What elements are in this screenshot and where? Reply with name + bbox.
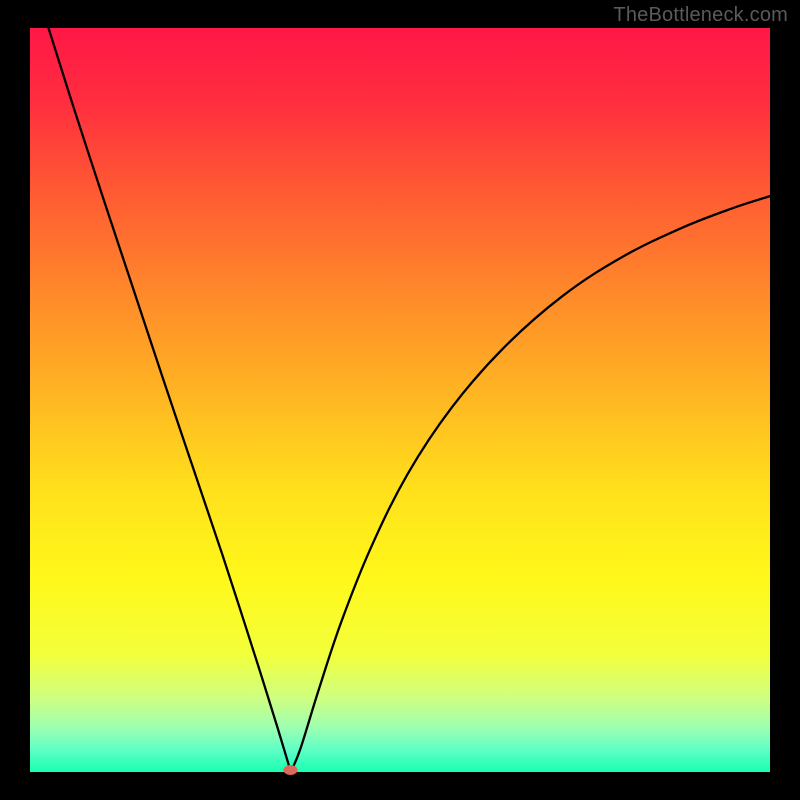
chart-svg [0,0,800,800]
watermark-text: TheBottleneck.com [613,4,788,27]
plot-background [30,28,770,772]
bottleneck-chart: TheBottleneck.com [0,0,800,800]
minimum-marker [283,765,297,775]
